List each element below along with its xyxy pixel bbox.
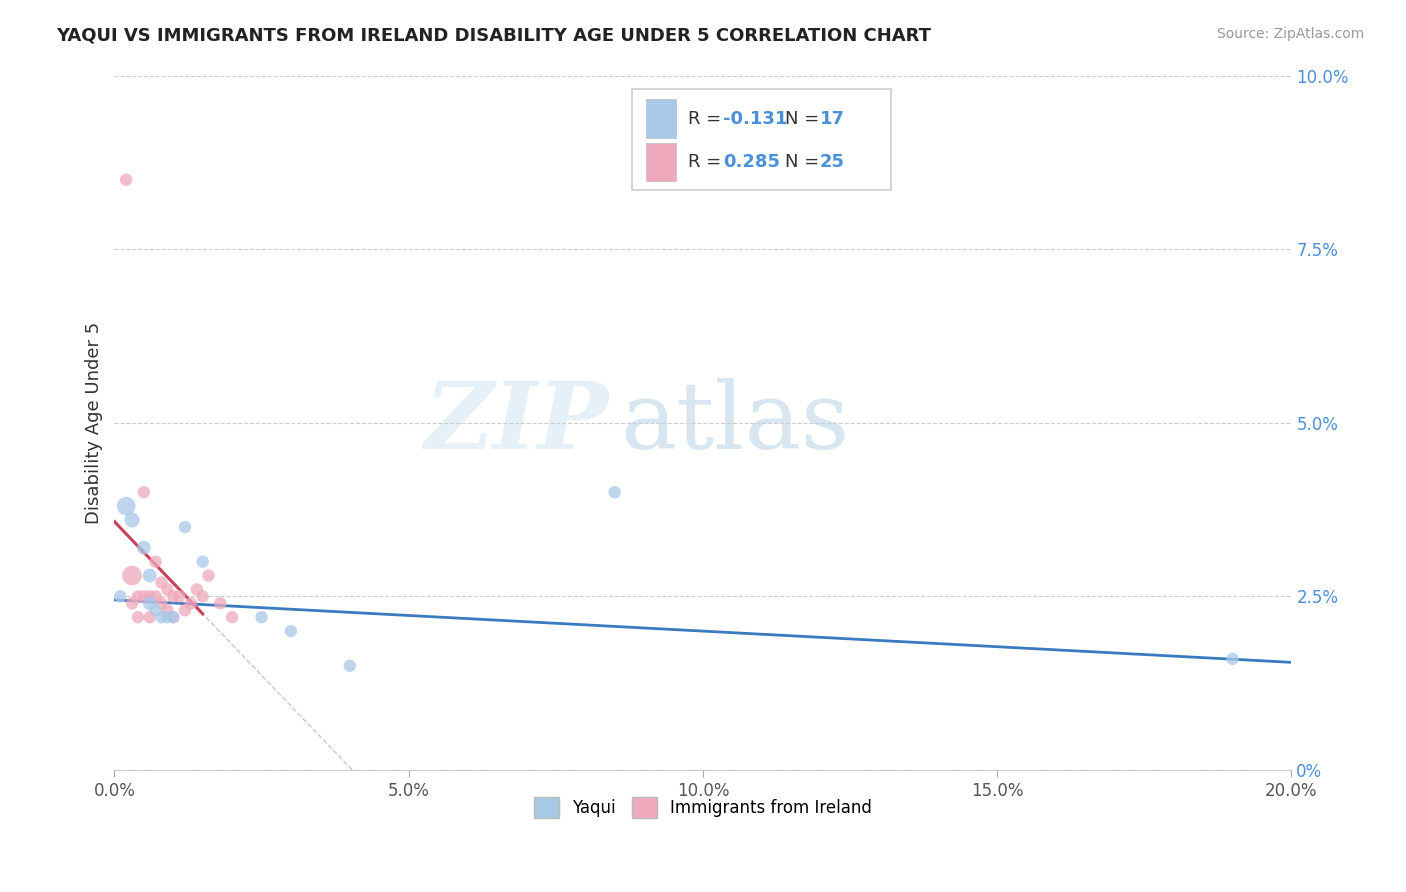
Point [280, 624, 302, 639]
Point [138, 610, 160, 624]
Text: R =: R = [688, 153, 727, 171]
Point [150, 575, 173, 590]
Point [197, 568, 219, 582]
Point [150, 596, 173, 610]
Point [145, 590, 167, 604]
Point [221, 610, 243, 624]
Point [132, 541, 155, 555]
Text: 0.285: 0.285 [723, 153, 780, 171]
Point [186, 582, 208, 597]
Point [110, 590, 132, 604]
Point [156, 610, 179, 624]
Point [121, 568, 143, 582]
Point [145, 603, 167, 617]
Point [191, 555, 214, 569]
Point [138, 596, 160, 610]
Point [162, 590, 184, 604]
Point [156, 603, 179, 617]
Text: N =: N = [786, 110, 825, 128]
Point [138, 568, 160, 582]
Text: Source: ZipAtlas.com: Source: ZipAtlas.com [1216, 27, 1364, 41]
Text: 25: 25 [820, 153, 845, 171]
Point [121, 513, 143, 527]
Point [156, 582, 179, 597]
Point [150, 610, 173, 624]
Point [115, 499, 138, 513]
Point [132, 485, 155, 500]
Point [127, 590, 149, 604]
Y-axis label: Disability Age Under 5: Disability Age Under 5 [86, 322, 103, 524]
Point [121, 596, 143, 610]
Point [174, 603, 197, 617]
Point [162, 610, 184, 624]
Point [115, 172, 138, 186]
Point [191, 590, 214, 604]
Legend: Yaqui, Immigrants from Ireland: Yaqui, Immigrants from Ireland [527, 790, 879, 824]
FancyBboxPatch shape [647, 100, 676, 137]
Text: YAQUI VS IMMIGRANTS FROM IRELAND DISABILITY AGE UNDER 5 CORRELATION CHART: YAQUI VS IMMIGRANTS FROM IRELAND DISABIL… [56, 27, 931, 45]
Point [138, 590, 160, 604]
Point [209, 596, 232, 610]
Text: ZIP: ZIP [425, 377, 609, 467]
Point [250, 610, 273, 624]
Point [603, 485, 626, 500]
Point [339, 658, 361, 673]
Text: 17: 17 [820, 110, 845, 128]
Text: -0.131: -0.131 [723, 110, 787, 128]
Point [174, 520, 197, 534]
Point [145, 555, 167, 569]
Point [132, 590, 155, 604]
Text: atlas: atlas [620, 377, 849, 467]
Point [180, 596, 202, 610]
Point [127, 610, 149, 624]
Text: N =: N = [786, 153, 825, 171]
FancyBboxPatch shape [647, 144, 676, 181]
Point [1222, 652, 1244, 666]
Point [167, 590, 190, 604]
Text: R =: R = [688, 110, 727, 128]
Point [162, 610, 184, 624]
FancyBboxPatch shape [633, 89, 891, 190]
